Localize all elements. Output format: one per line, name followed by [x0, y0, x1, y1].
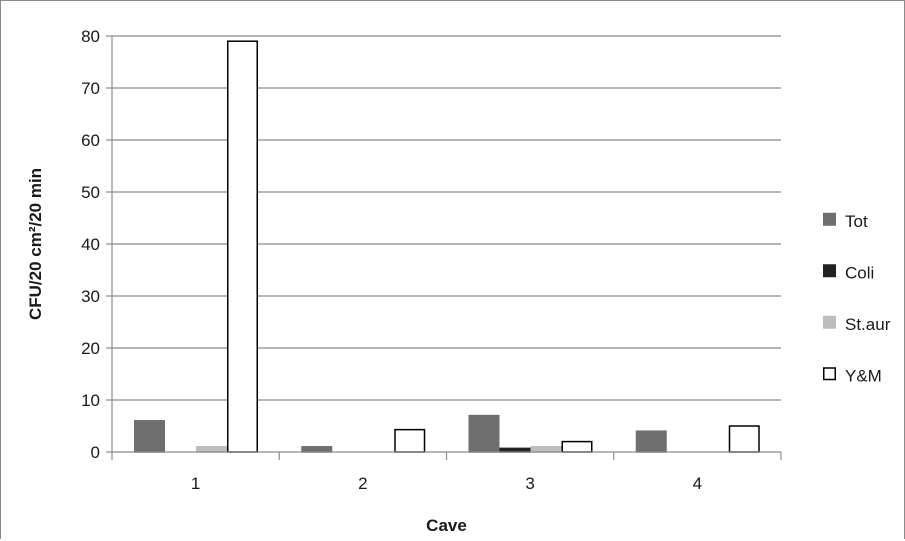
bar-tot-cave-2	[301, 446, 333, 453]
bar-st-aur-cave-3	[530, 446, 562, 453]
y-tick-label: 40	[81, 235, 100, 254]
y-tick-label: 50	[81, 183, 100, 202]
legend-swatch	[823, 264, 836, 278]
x-tick-label: 1	[191, 474, 200, 493]
y-tick-label: 80	[81, 27, 100, 46]
y-tick-label: 60	[81, 131, 100, 150]
legend-swatch	[823, 315, 836, 329]
y-tick-label: 10	[81, 391, 100, 410]
y-tick-label: 20	[81, 339, 100, 358]
axes	[106, 35, 782, 460]
y-tick-label: 0	[91, 443, 100, 462]
x-axis-title: Cave	[426, 516, 467, 535]
bar-y-m-cave-2	[394, 428, 426, 453]
y-tick-label: 70	[81, 79, 100, 98]
bar-tot-cave-4	[635, 430, 667, 453]
gridlines	[112, 35, 781, 401]
bar-y-m-cave-4	[728, 425, 760, 453]
x-tick-label: 2	[358, 474, 367, 493]
bar-st-aur-cave-1	[196, 446, 227, 453]
legend-label: St.aur	[845, 315, 891, 334]
bar-y-m-cave-1	[227, 40, 258, 453]
y-tick-label: 30	[81, 287, 100, 306]
x-tick-label: 4	[693, 474, 702, 493]
legend-label: Tot	[845, 212, 868, 231]
bar-tot-cave-1	[134, 420, 165, 453]
legend-swatch	[823, 367, 836, 381]
legend: Tot Coli St.aur Y&M	[823, 212, 891, 386]
y-axis-title: CFU/20 cm²/20 min	[26, 168, 45, 320]
bar-y-m-cave-3	[561, 440, 593, 453]
legend-label: Coli	[845, 264, 874, 283]
legend-swatch	[823, 212, 836, 226]
bar-tot-cave-3	[468, 414, 500, 453]
legend-label: Y&M	[845, 367, 882, 386]
tick-labels: 0 10 20 30 40 50 60 70 80 1 2 3 4	[81, 27, 702, 493]
x-tick-label: 3	[525, 474, 534, 493]
bars	[134, 40, 760, 453]
